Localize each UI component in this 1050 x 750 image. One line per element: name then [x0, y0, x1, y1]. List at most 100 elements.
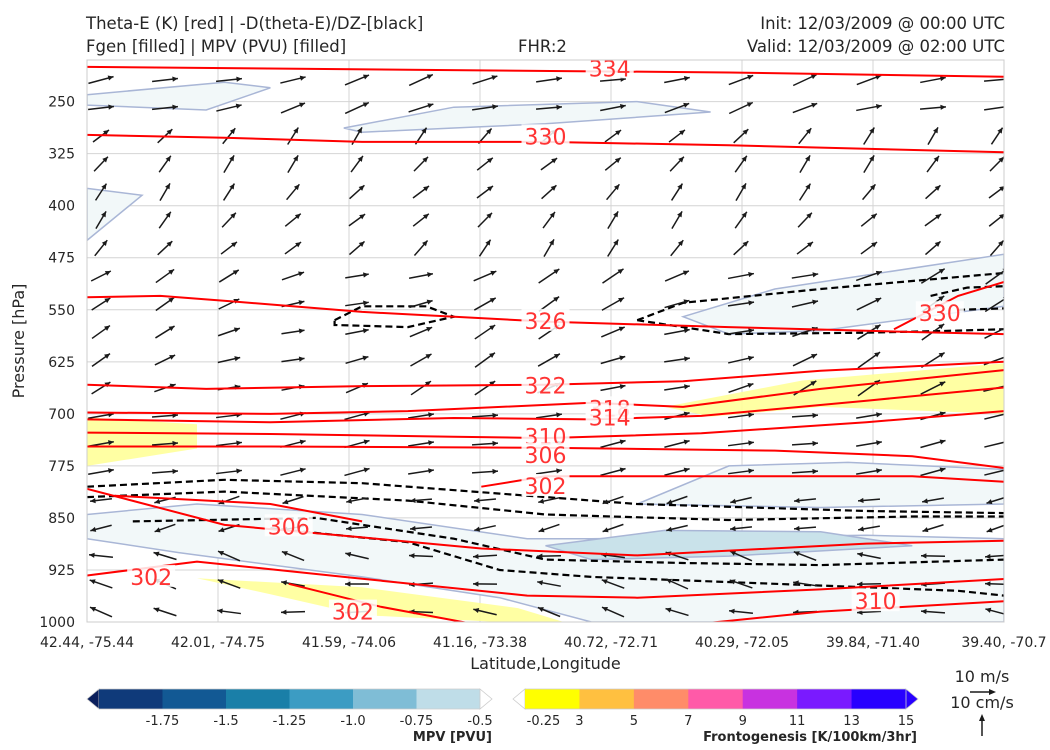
wind-arrow-head	[683, 299, 690, 305]
wind-arrow-head	[489, 381, 496, 387]
wind-arrow-head	[486, 212, 493, 219]
wind-arrow-head	[810, 380, 817, 387]
wind-arrow-head	[810, 74, 817, 80]
wind-arrow-head	[875, 298, 882, 303]
y-tick-label: 475	[48, 251, 75, 267]
wind-arrow-head	[875, 270, 882, 276]
mpv-colorbar-tick-label: -1.75	[146, 714, 180, 729]
mpv-region	[636, 461, 1004, 509]
wind-arrow-head	[875, 74, 882, 80]
wind-arrow-head	[108, 468, 114, 474]
wind-arrow-head	[666, 499, 673, 505]
fgen-colorbar-tick-label: 11	[789, 714, 806, 729]
wind-arrow-head	[742, 129, 749, 135]
wind-key-horizontal-label: 10 m/s	[955, 667, 1010, 686]
wind-arrow-head	[362, 328, 369, 334]
wind-arrow-head	[998, 213, 1004, 220]
wind-arrow-head	[1004, 104, 1010, 109]
wind-arrow-head	[489, 297, 496, 303]
wind-arrow-head	[229, 128, 236, 135]
wind-arrow-head	[1003, 411, 1004, 413]
wind-arrow-head	[810, 354, 817, 359]
wind-arrow-head	[857, 552, 864, 558]
wind-arrow-head	[985, 581, 991, 587]
wind-arrow-head	[683, 439, 690, 445]
wind-arrow-head	[1004, 355, 1010, 360]
theta-e-contour-334	[87, 65, 1004, 78]
wind-arrow-head	[876, 440, 882, 446]
wind-arrow-head	[229, 155, 235, 162]
theta-e-contour-310	[707, 600, 1004, 622]
mpv-colorbar-extend-low	[86, 688, 100, 710]
y-axis-label: Pressure [hPa]	[9, 284, 28, 399]
wind-arrow-head	[345, 581, 351, 587]
wind-arrow-head	[549, 211, 555, 218]
ddz-contour	[87, 478, 1004, 515]
wind-arrow-head	[473, 581, 479, 587]
wind-arrow-head	[986, 499, 993, 505]
wind-arrow-head	[168, 326, 175, 332]
mpv-region	[343, 100, 711, 133]
ddz-contour	[636, 271, 1004, 322]
wind-arrow-head	[90, 526, 97, 532]
wind-arrow-head	[729, 608, 735, 614]
wind-arrow-head	[939, 439, 946, 445]
wind-arrow-head	[677, 211, 683, 218]
contour-label-bg	[521, 474, 570, 497]
wind-arrow-head	[231, 241, 237, 248]
x-tick-label: 39.40, -70.7	[961, 635, 1046, 651]
y-tick-label: 925	[48, 563, 75, 579]
theta-e-contour-306	[87, 445, 1004, 469]
fgen-colorbar-tick-label: 3	[575, 714, 583, 729]
contour-label-334: 334	[589, 57, 631, 82]
wind-arrow-head	[553, 268, 560, 275]
wind-arrow-head	[617, 268, 624, 275]
wind-arrow-head	[997, 127, 1003, 134]
wind-arrow-head	[230, 212, 236, 219]
theta-e-contour-326	[87, 294, 1004, 336]
mpv-region	[87, 187, 144, 242]
wind-arrow-head	[172, 468, 178, 475]
wind-arrow-head	[90, 498, 96, 504]
wind-arrow-head	[154, 527, 161, 533]
wind-arrow-head	[474, 497, 480, 504]
wind-arrow-head	[602, 527, 609, 533]
fgen-colorbar-swatch	[742, 689, 798, 709]
wind-arrow-head	[730, 525, 736, 532]
wind-arrow-head	[683, 102, 690, 108]
wind-arrow-head	[869, 127, 875, 134]
wind-arrow-head	[410, 525, 416, 532]
wind-arrow-head	[613, 211, 619, 218]
wind-arrow-head	[103, 129, 109, 136]
wind-arrow-head	[426, 326, 433, 332]
wind-arrow-head	[613, 184, 620, 191]
wind-arrow-head	[358, 241, 365, 247]
mpv-colorbar-tick-label: -0.75	[400, 714, 434, 729]
wind-arrow-head	[679, 129, 685, 136]
wind-arrow-head	[492, 440, 498, 447]
wind-arrow-head	[358, 185, 365, 191]
wind-arrow-head	[746, 102, 753, 108]
wind-arrow-head	[934, 185, 941, 191]
colorbars: -1.75 -1.5 -1.25 -1.0 -0.75 -0.5 -0.25 MPV [PVU…	[86, 688, 919, 745]
fgen-colorbar-title: Frontogenesis [K/100km/3hr]	[703, 730, 917, 745]
wind-arrow-head	[485, 239, 491, 246]
wind-arrow-head	[363, 272, 369, 278]
wind-arrow-head	[153, 607, 160, 613]
plot-area: 3343303263223183143103063023063023023103…	[87, 57, 1010, 622]
wind-arrow-head	[101, 240, 108, 247]
wind-arrow-head	[869, 184, 876, 191]
wind-arrow-head	[618, 326, 625, 332]
wind-arrow-head	[154, 498, 161, 504]
x-axis-label: Latitude,Longitude	[470, 654, 621, 673]
wind-arrow-head	[218, 527, 225, 533]
wind-arrow-head	[89, 579, 96, 585]
wind-arrow-head	[998, 240, 1004, 247]
mpv-colorbar-extend-high	[479, 688, 493, 710]
wind-arrow-head	[934, 241, 941, 247]
contour-label-bg	[521, 124, 570, 147]
x-tick-label: 41.16, -73.38	[433, 635, 527, 651]
wind-arrow-head	[428, 440, 434, 446]
wind-arrow	[984, 327, 1004, 339]
